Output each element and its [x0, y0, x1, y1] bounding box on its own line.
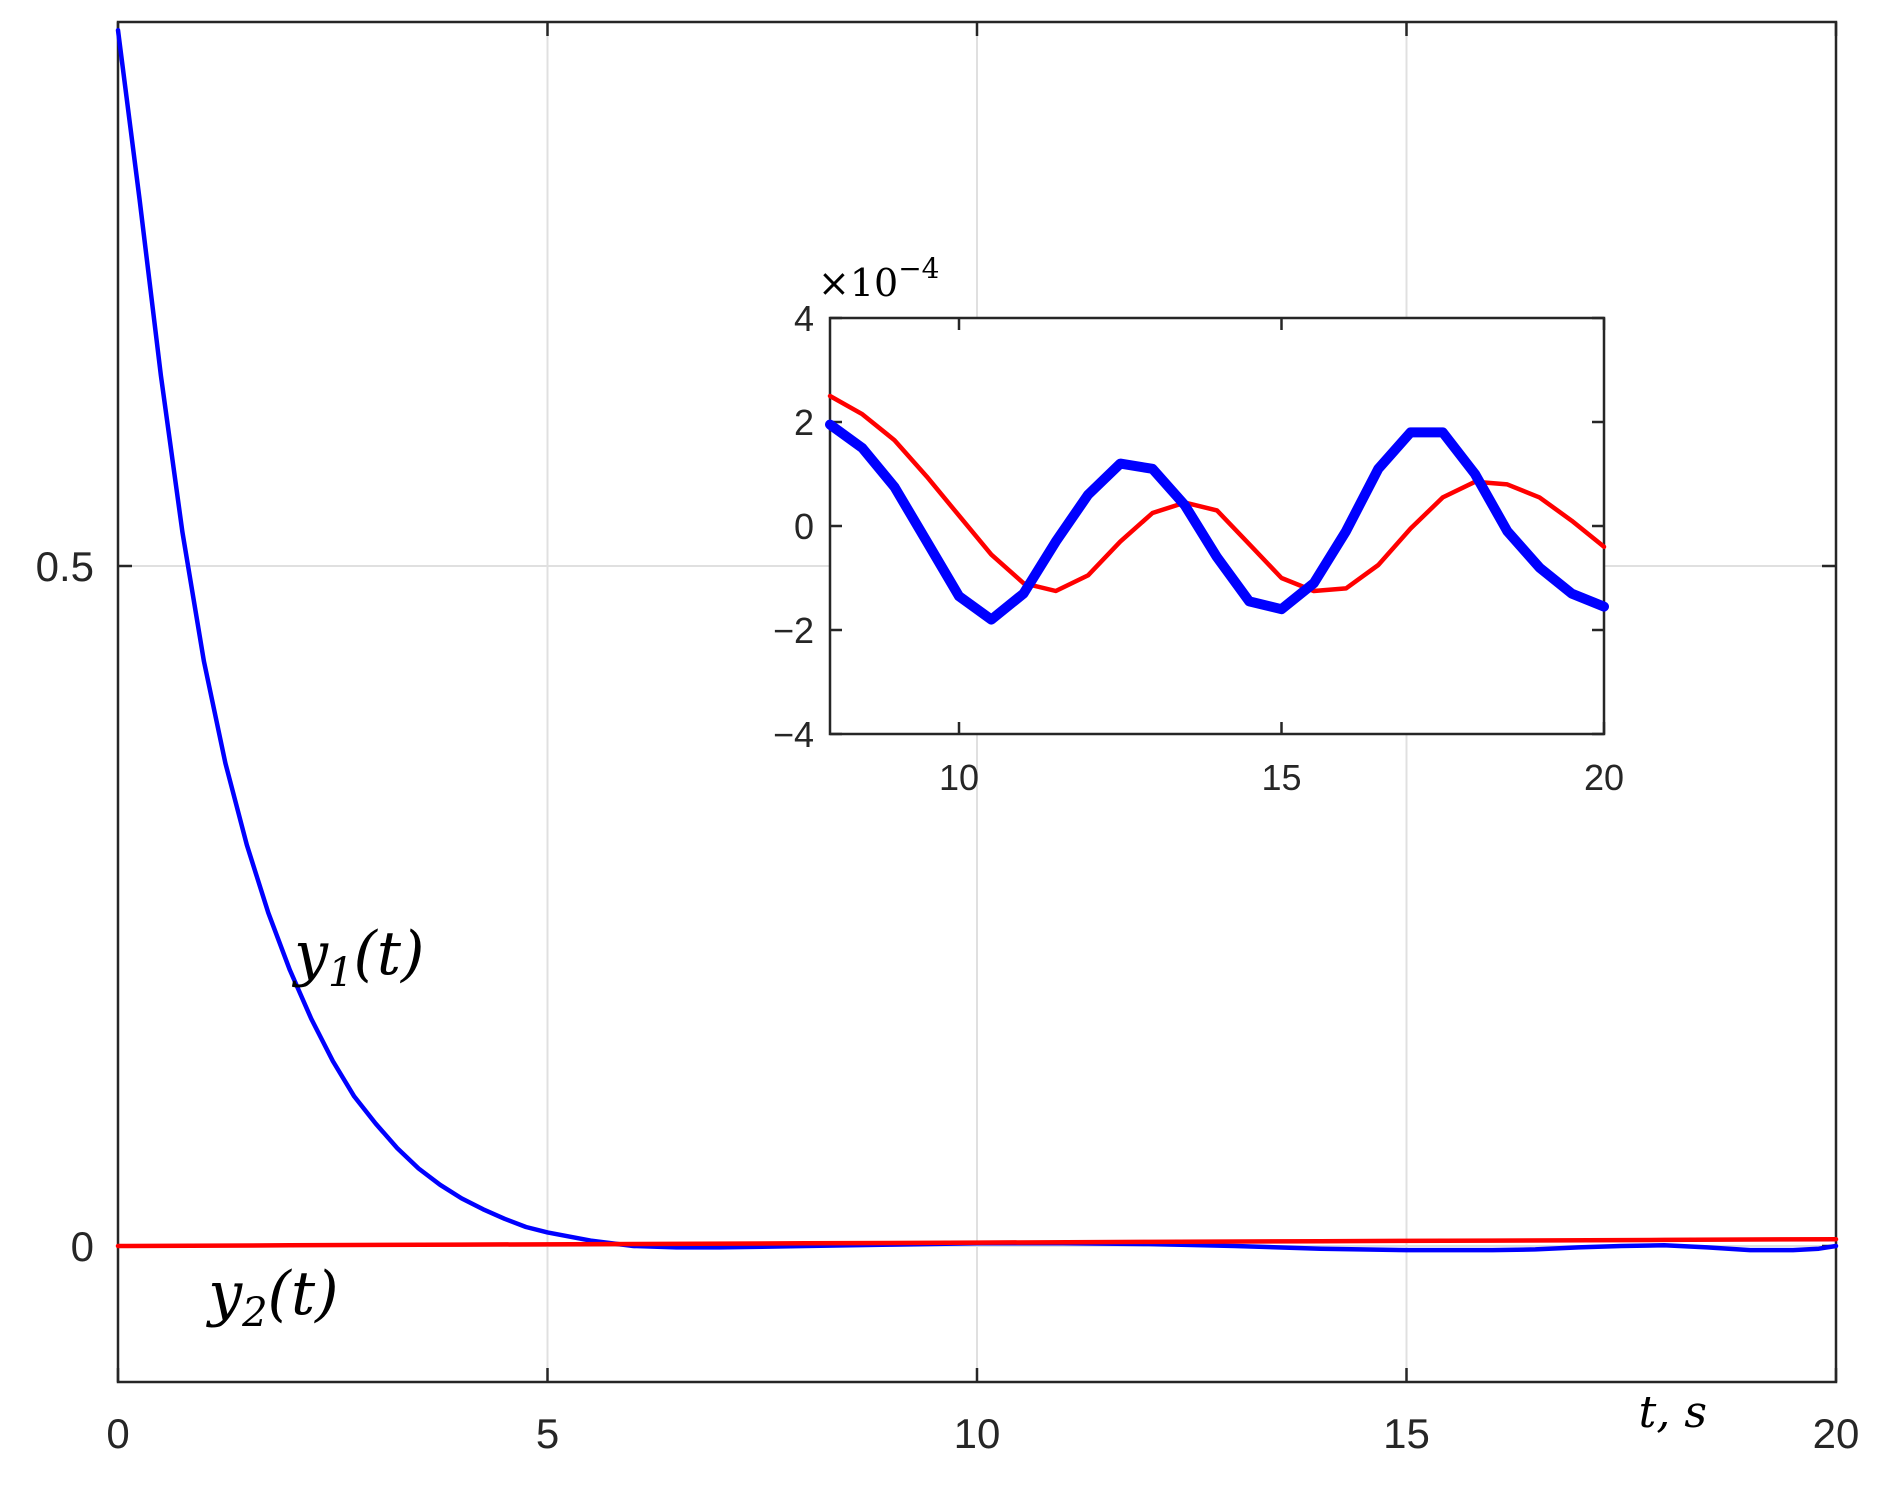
- inset-y-scale-exponent: −4: [898, 252, 939, 285]
- y-tick-label: 0.5: [36, 543, 94, 590]
- annotation-y1: y1(t): [291, 919, 424, 996]
- inset-plot-frame: [828, 316, 1606, 736]
- annotation-base: y: [205, 1259, 243, 1329]
- inset-series-line-y1: [825, 419, 1609, 625]
- annotation-subscript: 2: [241, 1290, 267, 1336]
- x-tick-label: 0: [106, 1410, 129, 1457]
- inset-y-scale-label: ×10−4: [818, 252, 939, 305]
- x-tick-label: 20: [1813, 1410, 1860, 1457]
- inset-y-tick-label: −2: [773, 610, 814, 651]
- inset-x-tick-label: 10: [939, 757, 979, 798]
- annotation-argument: (t): [353, 919, 424, 989]
- annotation-argument: (t): [268, 1259, 339, 1329]
- annotation-y2: y2(t): [205, 1259, 338, 1336]
- x-tick-label: 5: [536, 1410, 559, 1457]
- inset-y-tick-label: 0: [794, 506, 814, 547]
- x-axis-label: t, s: [1639, 1387, 1707, 1438]
- y-tick-label: 0: [71, 1223, 94, 1270]
- annotation-base: y: [291, 919, 329, 989]
- annotation-subscript: 1: [328, 950, 353, 996]
- series-line-y2: [115, 1236, 1839, 1249]
- x-tick-label: 15: [1383, 1410, 1430, 1457]
- inset-x-tick-label: 15: [1261, 757, 1301, 798]
- inset-y-tick-label: −4: [773, 714, 814, 755]
- inset-y-scale-prefix: ×10: [818, 261, 898, 305]
- inset-x-tick-label: 20: [1584, 757, 1624, 798]
- inset-y-tick-label: 2: [794, 402, 814, 443]
- inset-y-tick-label: 4: [794, 298, 814, 339]
- x-tick-label: 10: [954, 1410, 1001, 1457]
